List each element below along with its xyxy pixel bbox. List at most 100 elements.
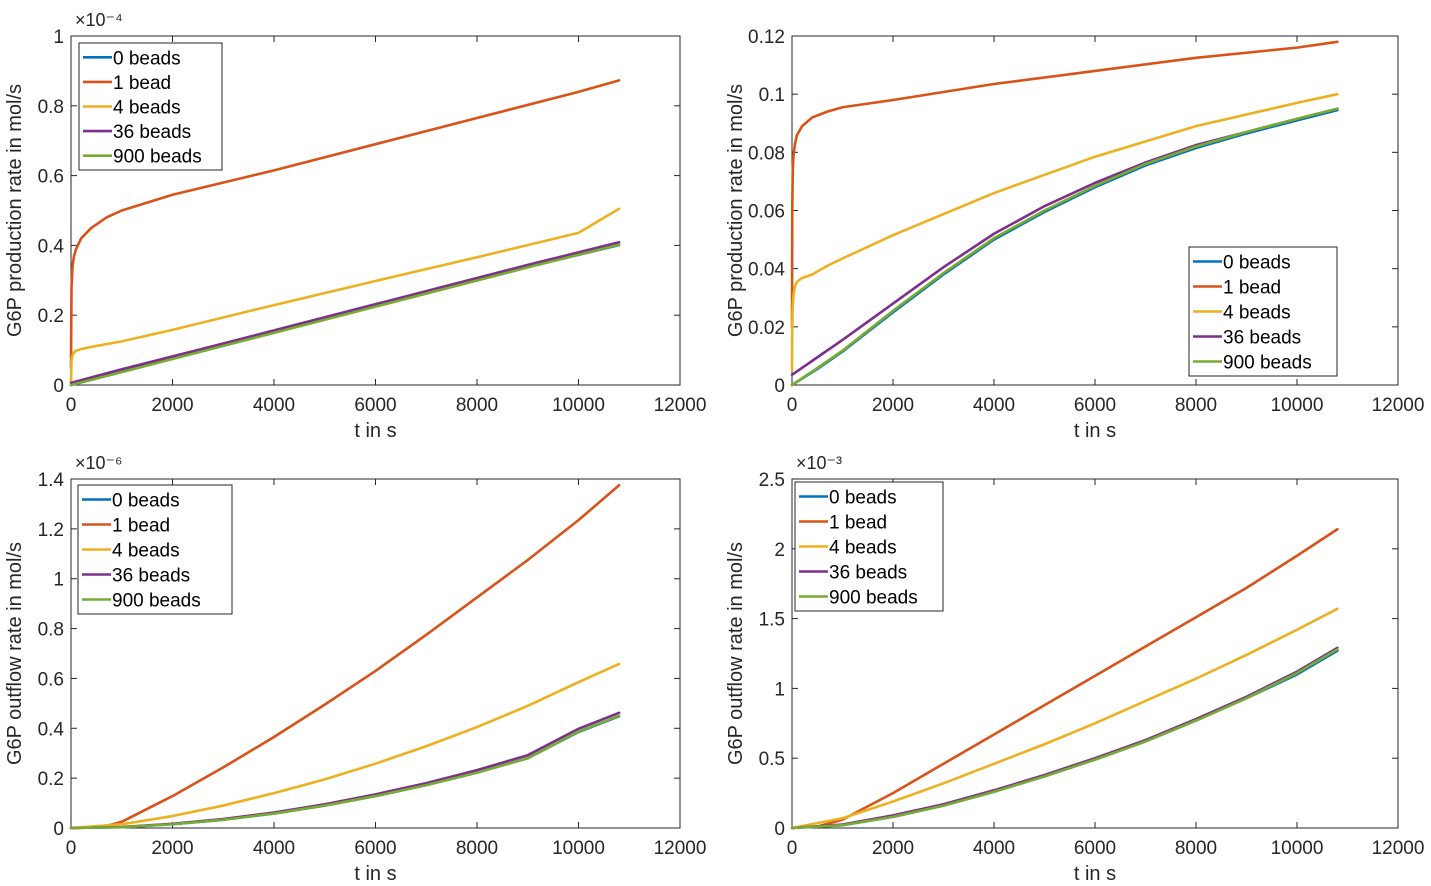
series-line-4-beads [69,662,621,830]
legend-label: 900 beads [829,588,918,609]
legend-label: 0 beads [1223,253,1291,274]
y-tick-label: 0.6 [38,167,64,188]
y-tick-label: 0.06 [748,202,785,223]
legend-label: 4 beads [112,541,180,562]
y-tick-label: 0.2 [38,769,64,790]
y-tick-label: 0.5 [759,749,785,770]
y-tick-label: 0.4 [38,719,65,740]
legend-label: 4 beads [1223,303,1291,324]
y-axis-label: G6P production rate in mol/s [4,84,26,337]
series-line-1-bead [790,40,1339,329]
x-axis-label: t in s [354,420,396,442]
x-tick-label: 4000 [973,395,1015,416]
x-tick-label: 4000 [253,395,295,416]
legend-label: 36 beads [112,566,190,587]
y-exponent-label: ×10⁻³ [796,453,842,473]
x-tick-label: 6000 [1074,838,1116,859]
x-axis-label: t in s [354,863,396,885]
panel-top-right: 0 2000 4000 6000 8000 10000 12000 0 0.02 0.04 0.06… [725,27,1424,442]
legend-label: 1 bead [1223,278,1281,299]
x-tick-label: 6000 [1074,395,1116,416]
series-line-1-bead [69,79,621,369]
x-tick-label: 2000 [151,838,193,859]
x-tick-label: 0 [66,395,77,416]
y-tick-label: 0 [53,819,64,840]
x-tick-label: 0 [66,838,77,859]
series-line-900-beads [69,243,621,387]
x-tick-label: 2000 [872,838,914,859]
series-line-36-beads [69,240,621,385]
legend-label: 900 beads [1223,353,1312,374]
y-tick-label: 1.4 [38,470,65,491]
x-tick-label: 0 [787,395,798,416]
x-tick-label: 10000 [1271,838,1324,859]
y-tick-label: 0.8 [38,620,64,641]
legend-label: 0 beads [113,48,181,69]
x-axis-label: t in s [1074,863,1116,885]
x-tick-label: 10000 [552,838,605,859]
x-tick-label: 8000 [1175,395,1217,416]
y-tick-label: 0 [774,376,785,397]
x-tick-label: 12000 [1372,395,1425,416]
y-tick-label: 0.1 [759,85,785,106]
y-axis-label: G6P outflow rate in mol/s [725,542,747,765]
legend-label: 36 beads [1223,328,1301,349]
y-tick-label: 0.2 [38,306,64,327]
x-tick-label: 6000 [354,838,396,859]
x-tick-label: 10000 [552,395,605,416]
y-tick-label: 2.5 [759,470,785,491]
y-tick-label: 1.5 [759,610,785,631]
legend-label: 4 beads [113,98,181,119]
y-tick-label: 0.02 [748,318,785,339]
y-exponent-label: ×10⁻⁴ [75,10,123,30]
y-tick-label: 1.2 [38,520,64,541]
y-tick-label: 0.08 [748,143,785,164]
y-axis-label: G6P outflow rate in mol/s [4,542,26,765]
panel-bottom-right: 0 2000 4000 6000 8000 10000 12000 0 0.5 1 1.5 2 2.5 ×… [725,453,1424,885]
y-tick-label: 0.4 [38,236,65,257]
y-exponent-label: ×10⁻⁶ [75,453,122,473]
y-tick-label: 0.6 [38,669,64,690]
y-tick-label: 0 [53,376,64,397]
x-tick-label: 4000 [973,838,1015,859]
x-tick-label: 10000 [1271,395,1324,416]
x-tick-label: 6000 [354,395,396,416]
series-line-4-beads [790,607,1339,830]
legend-label: 1 bead [829,513,887,534]
x-tick-label: 0 [787,838,798,859]
panel-bottom-left: 0 2000 4000 6000 8000 10000 12000 0 0.2 0.4 0.6 0.8… [4,453,706,885]
x-tick-label: 8000 [456,395,498,416]
x-tick-label: 12000 [654,838,707,859]
x-tick-label: 12000 [654,395,707,416]
legend-label: 900 beads [112,591,201,612]
y-tick-label: 1 [53,570,64,591]
panel-top-left: 0 2000 4000 6000 8000 10000 12000 0 0.2 0.4 0.6 0.8… [4,10,706,442]
series-line-900-beads [69,714,621,830]
y-tick-label: 0 [774,819,785,840]
y-tick-label: 1 [774,679,785,700]
series-line-900-beads [790,107,1339,387]
y-tick-label: 2 [774,540,785,561]
y-tick-label: 0.8 [38,97,64,118]
x-tick-label: 4000 [253,838,295,859]
x-tick-label: 8000 [1175,838,1217,859]
legend-label: 4 beads [829,538,897,559]
x-axis-label: t in s [1074,420,1116,442]
legend-label: 1 bead [113,73,171,94]
y-axis-label: G6P production rate in mol/s [725,84,747,337]
x-tick-label: 8000 [456,838,498,859]
legend-label: 0 beads [829,488,897,509]
series-line-1-bead [790,527,1339,830]
x-tick-label: 2000 [872,395,914,416]
legend-label: 900 beads [113,147,202,168]
series-line-4-beads [790,92,1339,372]
x-tick-label: 2000 [151,395,193,416]
y-tick-label: 1 [53,27,64,48]
legend-label: 0 beads [112,491,180,512]
series-line-900-beads [790,648,1339,830]
x-tick-label: 12000 [1372,838,1425,859]
legend-label: 1 bead [112,516,170,537]
y-tick-label: 0.04 [748,260,785,281]
y-tick-label: 0.12 [748,27,785,48]
